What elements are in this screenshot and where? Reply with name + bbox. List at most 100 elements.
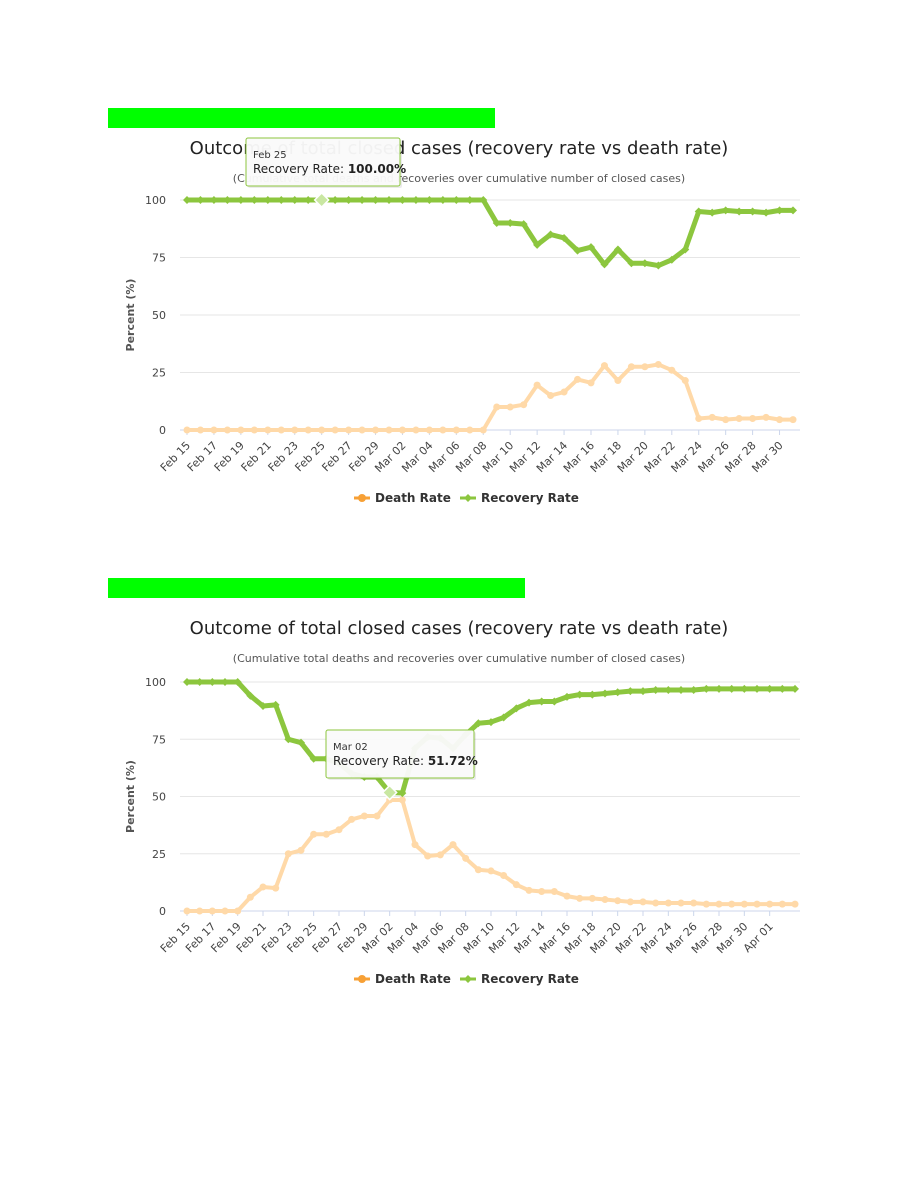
death-rate-point[interactable] bbox=[487, 867, 495, 875]
death-rate-point[interactable] bbox=[291, 426, 299, 434]
death-rate-point[interactable] bbox=[466, 426, 474, 434]
death-rate-point[interactable] bbox=[778, 900, 786, 908]
recovery-rate-point[interactable] bbox=[492, 219, 501, 227]
death-rate-point[interactable] bbox=[358, 426, 366, 434]
death-rate-point[interactable] bbox=[506, 403, 514, 411]
recovery-rate-point[interactable] bbox=[740, 684, 749, 693]
recovery-rate-point[interactable] bbox=[223, 196, 232, 204]
death-rate-point[interactable] bbox=[208, 907, 216, 915]
death-rate-point[interactable] bbox=[641, 363, 649, 371]
death-rate-point[interactable] bbox=[614, 377, 622, 385]
legend-item-death-rate[interactable]: Death Rate bbox=[354, 972, 451, 986]
death-rate-point[interactable] bbox=[735, 415, 743, 422]
death-rate-point[interactable] bbox=[677, 899, 685, 907]
death-rate-point[interactable] bbox=[221, 907, 229, 915]
death-rate-point[interactable] bbox=[331, 426, 339, 434]
death-rate-point[interactable] bbox=[728, 900, 736, 908]
recovery-rate-point[interactable] bbox=[271, 700, 280, 709]
death-rate-point[interactable] bbox=[654, 360, 662, 368]
death-rate-point[interactable] bbox=[372, 426, 380, 434]
recovery-rate-point[interactable] bbox=[438, 196, 447, 204]
recovery-rate-point[interactable] bbox=[789, 206, 797, 215]
recovery-rate-point[interactable] bbox=[601, 689, 609, 698]
death-rate-point[interactable] bbox=[335, 826, 343, 834]
death-rate-point[interactable] bbox=[183, 426, 191, 434]
death-rate-point[interactable] bbox=[493, 403, 501, 411]
death-rate-point[interactable] bbox=[304, 426, 312, 434]
death-rate-point[interactable] bbox=[250, 426, 258, 434]
death-rate-point[interactable] bbox=[322, 830, 330, 838]
recovery-rate-point[interactable] bbox=[600, 260, 609, 269]
death-rate-point[interactable] bbox=[318, 426, 326, 434]
recovery-rate-point[interactable] bbox=[708, 208, 717, 217]
recovery-rate-point[interactable] bbox=[651, 686, 660, 695]
death-rate-point[interactable] bbox=[749, 415, 757, 422]
death-rate-point[interactable] bbox=[360, 812, 368, 820]
recovery-rate-point[interactable] bbox=[654, 261, 663, 270]
death-rate-point[interactable] bbox=[668, 366, 676, 374]
recovery-rate-point[interactable] bbox=[304, 196, 313, 204]
recovery-rate-point[interactable] bbox=[533, 240, 542, 249]
recovery-rate-point[interactable] bbox=[309, 754, 318, 763]
death-rate-point[interactable] bbox=[695, 415, 703, 422]
recovery-rate-point[interactable] bbox=[221, 678, 229, 686]
death-rate-point[interactable] bbox=[479, 426, 487, 434]
death-rate-point[interactable] bbox=[196, 426, 204, 434]
recovery-rate-point[interactable] bbox=[411, 196, 420, 204]
death-rate-point[interactable] bbox=[297, 846, 305, 854]
recovery-rate-point[interactable] bbox=[208, 678, 217, 686]
death-rate-point[interactable] bbox=[776, 416, 784, 424]
death-rate-point[interactable] bbox=[424, 852, 432, 860]
recovery-rate-point[interactable] bbox=[748, 207, 757, 216]
death-rate-point[interactable] bbox=[722, 416, 730, 424]
death-rate-point[interactable] bbox=[500, 872, 508, 880]
death-rate-point[interactable] bbox=[348, 815, 356, 823]
death-rate-point[interactable] bbox=[547, 392, 555, 399]
recovery-rate-point[interactable] bbox=[259, 702, 267, 711]
recovery-rate-point[interactable] bbox=[479, 196, 488, 204]
death-rate-point[interactable] bbox=[533, 381, 541, 389]
death-rate-point[interactable] bbox=[708, 413, 716, 421]
death-rate-point[interactable] bbox=[664, 899, 672, 907]
death-rate-point[interactable] bbox=[587, 379, 595, 387]
recovery-rate-point[interactable] bbox=[639, 687, 647, 696]
recovery-rate-point[interactable] bbox=[487, 718, 495, 727]
recovery-rate-point[interactable] bbox=[613, 245, 622, 254]
death-rate-point[interactable] bbox=[702, 900, 710, 908]
recovery-rate-point[interactable] bbox=[506, 219, 515, 227]
death-rate-point[interactable] bbox=[223, 426, 231, 434]
death-rate-point[interactable] bbox=[272, 884, 280, 892]
death-rate-point[interactable] bbox=[411, 841, 419, 849]
death-rate-point[interactable] bbox=[614, 897, 622, 905]
recovery-rate-point[interactable] bbox=[284, 735, 293, 744]
recovery-rate-point[interactable] bbox=[778, 684, 787, 693]
recovery-rate-point[interactable] bbox=[358, 196, 367, 204]
recovery-rate-point[interactable] bbox=[689, 686, 698, 695]
recovery-rate-point[interactable] bbox=[563, 692, 571, 701]
recovery-rate-point[interactable] bbox=[627, 259, 636, 268]
recovery-rate-point[interactable] bbox=[640, 259, 649, 268]
death-rate-point[interactable] bbox=[563, 892, 571, 900]
recovery-rate-point[interactable] bbox=[694, 207, 703, 216]
death-rate-point[interactable] bbox=[452, 426, 460, 434]
death-rate-point[interactable] bbox=[436, 851, 444, 859]
recovery-rate-point[interactable] bbox=[371, 196, 380, 204]
recovery-rate-point[interactable] bbox=[474, 719, 483, 728]
recovery-rate-point[interactable] bbox=[263, 196, 272, 204]
recovery-rate-point[interactable] bbox=[573, 246, 582, 255]
death-rate-point[interactable] bbox=[690, 899, 698, 907]
death-rate-point[interactable] bbox=[345, 426, 353, 434]
death-rate-point[interactable] bbox=[373, 812, 381, 820]
death-rate-point[interactable] bbox=[789, 416, 797, 424]
death-rate-point[interactable] bbox=[196, 907, 204, 915]
death-rate-point[interactable] bbox=[791, 900, 799, 908]
death-rate-point[interactable] bbox=[474, 866, 482, 874]
recovery-rate-point[interactable] bbox=[613, 688, 622, 697]
death-rate-point[interactable] bbox=[246, 893, 254, 901]
death-rate-point[interactable] bbox=[237, 426, 245, 434]
legend-item-death-rate[interactable]: Death Rate bbox=[354, 491, 451, 505]
recovery-rate-point[interactable] bbox=[550, 697, 559, 706]
recovery-rate-point[interactable] bbox=[575, 690, 584, 699]
death-rate-point[interactable] bbox=[639, 898, 647, 906]
recovery-rate-point[interactable] bbox=[246, 691, 255, 700]
